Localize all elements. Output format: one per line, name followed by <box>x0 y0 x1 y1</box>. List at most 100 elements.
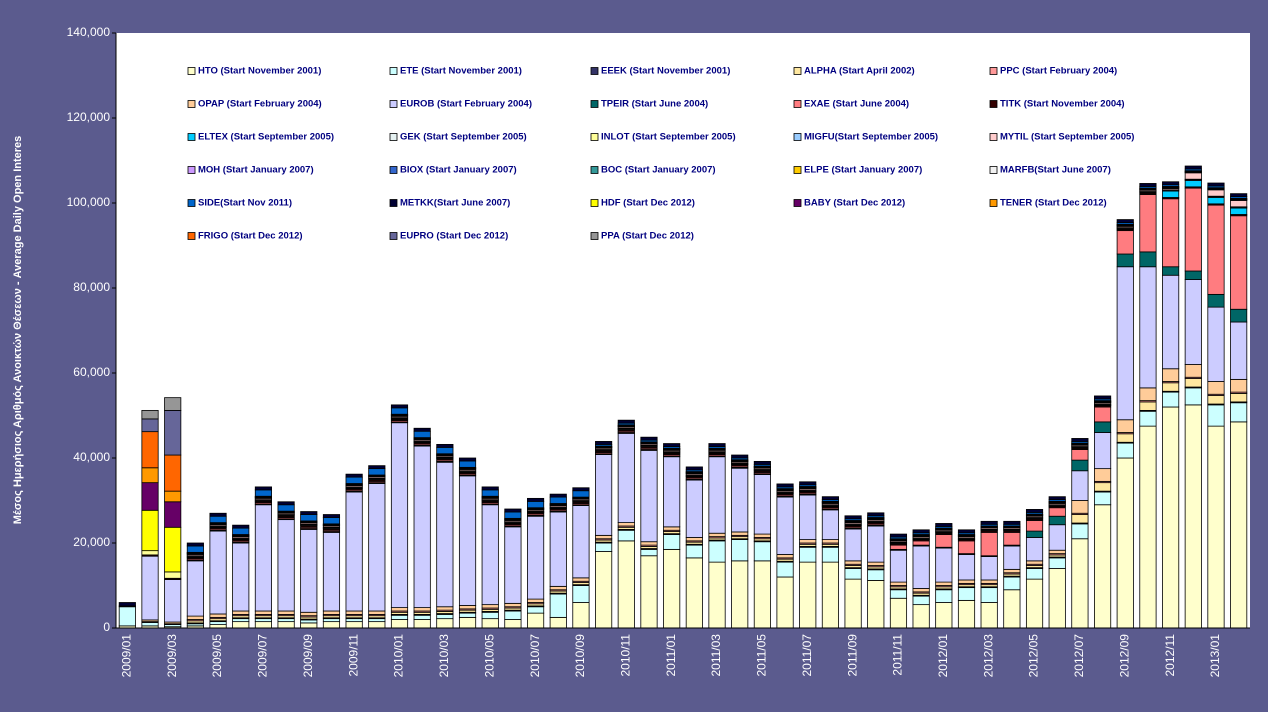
bar-segment <box>1139 183 1157 187</box>
legend-swatch <box>187 232 196 240</box>
bar-segment <box>481 611 499 620</box>
x-tick-label: 2012/03 <box>981 634 995 678</box>
bar-segment <box>889 597 908 629</box>
bar-segment <box>300 619 318 624</box>
bar-segment <box>345 491 363 612</box>
bar-segment <box>935 523 953 527</box>
bar-segment <box>1184 404 1202 629</box>
legend-swatch <box>989 199 998 207</box>
bar-segment <box>617 522 635 527</box>
bar-segment <box>1162 406 1180 629</box>
legend-label: MYTIL (Start September 2005) <box>1000 132 1134 143</box>
bar-segment <box>731 539 749 562</box>
bar-segment <box>504 610 522 620</box>
legend-swatch <box>389 232 398 240</box>
bar-segment <box>1094 504 1112 629</box>
bar-segment <box>549 585 567 591</box>
bar-segment <box>1139 401 1157 411</box>
y-tick-label: 80,000 <box>73 280 110 294</box>
bar-segment <box>277 610 295 615</box>
bar-segment <box>164 409 182 456</box>
bar-segment <box>1003 531 1021 546</box>
bar-segment <box>572 585 590 603</box>
bar-segment <box>640 555 658 629</box>
bar-segment <box>1207 293 1225 308</box>
bar-segment <box>1003 589 1021 629</box>
bar-segment <box>277 618 295 623</box>
bar-segment <box>254 621 272 629</box>
bar-segment <box>595 441 613 445</box>
bar-segment <box>776 576 794 629</box>
legend-swatch <box>590 232 599 240</box>
legend-label: TENER (Start Dec 2012) <box>1000 198 1107 209</box>
bar-segment <box>1048 515 1066 526</box>
bar-segment <box>209 530 227 615</box>
bar-segment <box>1025 537 1044 562</box>
bar-segment <box>957 529 976 534</box>
bar-segment <box>663 548 681 629</box>
bar-segment <box>1048 568 1066 629</box>
bar-segment <box>867 512 885 517</box>
bar-segment <box>1207 404 1225 427</box>
bar-segment <box>322 618 341 623</box>
bar-segment <box>141 482 159 511</box>
bar-segment <box>776 496 794 555</box>
bar-segment <box>186 545 204 553</box>
legend-swatch <box>793 133 802 141</box>
bar-segment <box>1139 410 1157 427</box>
bar-segment <box>232 524 250 529</box>
bar-segment <box>368 621 386 629</box>
bar-segment <box>1139 425 1157 629</box>
y-tick-label: 100,000 <box>67 195 111 209</box>
bar-segment <box>527 500 545 509</box>
bar-segment <box>957 579 976 584</box>
bar-segment <box>1048 507 1066 517</box>
bar-segment <box>322 610 341 615</box>
bar-segment <box>844 568 862 580</box>
bar-segment <box>1139 194 1157 253</box>
bar-segment <box>549 496 567 504</box>
bar-segment <box>527 612 545 629</box>
y-tick-label: 20,000 <box>73 535 110 549</box>
bar-segment <box>481 486 499 491</box>
bar-segment <box>1184 387 1202 406</box>
bar-segment <box>1094 482 1112 492</box>
bar-segment <box>957 599 976 629</box>
bar-segment <box>141 431 159 469</box>
bar-segment <box>1048 496 1066 501</box>
bar-segment <box>799 561 817 629</box>
bar-segment <box>889 533 908 538</box>
bar-segment <box>1230 392 1248 403</box>
bar-segment <box>232 621 250 629</box>
legend-swatch <box>590 133 599 141</box>
bar-segment <box>912 604 930 629</box>
bar-segment <box>799 546 817 563</box>
bar-segment <box>685 466 703 471</box>
x-tick-label: 2012/09 <box>1117 634 1131 678</box>
bar-segment <box>458 605 477 610</box>
bar-segment <box>232 618 250 623</box>
bar-segment <box>277 504 295 512</box>
bar-segment <box>1207 182 1225 187</box>
bar-segment <box>640 449 658 543</box>
x-tick-label: 2011/07 <box>800 634 814 677</box>
bar-segment <box>708 540 726 563</box>
bar-segment <box>527 515 545 600</box>
bar-segment <box>980 579 998 584</box>
bar-segment <box>1184 165 1202 170</box>
bar-segment <box>640 541 658 546</box>
bar-segment <box>322 517 341 525</box>
bar-segment <box>436 614 454 620</box>
bar-segment <box>1184 172 1202 180</box>
bar-segment <box>889 581 908 586</box>
bar-segment <box>1094 395 1112 400</box>
bar-segment <box>572 490 590 498</box>
bar-segment <box>776 554 794 559</box>
bar-segment <box>390 407 409 415</box>
bar-segment <box>1116 433 1134 443</box>
bar-segment <box>1071 449 1089 461</box>
legend-label: SIDE(Start Nov 2011) <box>198 198 292 209</box>
bar-segment <box>753 460 771 465</box>
legend-swatch <box>989 100 998 108</box>
